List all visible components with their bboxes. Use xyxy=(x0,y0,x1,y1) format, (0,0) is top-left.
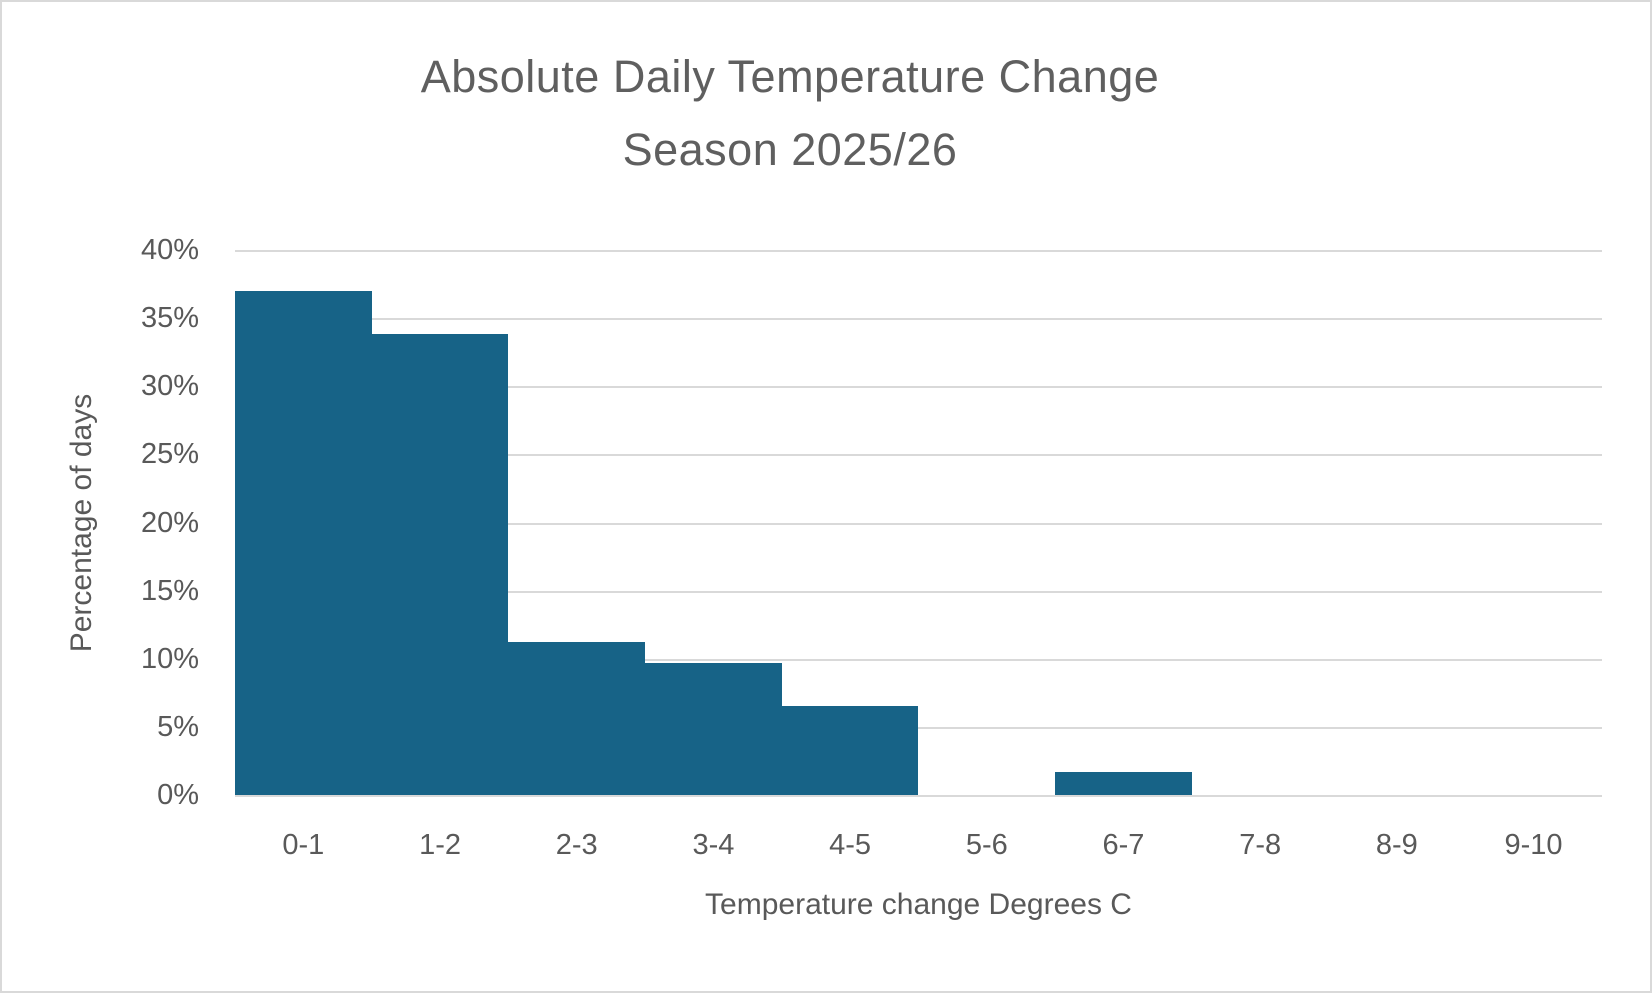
x-tick-label: 1-2 xyxy=(419,829,461,861)
bar-slot xyxy=(1465,250,1602,795)
bar xyxy=(235,290,372,795)
gridline xyxy=(235,591,1602,593)
bar-slot xyxy=(235,250,372,795)
bar xyxy=(508,642,646,795)
chart-subtitle: Season 2025/26 xyxy=(622,124,958,175)
y-tick-label: 10% xyxy=(140,643,199,675)
gridline xyxy=(235,386,1602,388)
bar xyxy=(645,662,782,795)
bar-slot xyxy=(645,250,782,795)
gridline xyxy=(235,454,1602,456)
bar-slot xyxy=(781,250,919,795)
y-tick-label: 30% xyxy=(140,370,199,402)
chart-title: Absolute Daily Temperature Change xyxy=(420,51,1160,102)
bar xyxy=(1055,771,1192,795)
bar xyxy=(781,706,919,795)
x-tick-label: 4-5 xyxy=(829,829,872,861)
x-tick-label: 8-9 xyxy=(1375,829,1418,861)
bar-slot xyxy=(508,250,646,795)
x-tick-label: 7-8 xyxy=(1239,829,1282,861)
y-tick-label: 35% xyxy=(140,302,199,334)
x-tick-label: 5-6 xyxy=(965,829,1008,861)
x-axis-title: Temperature change Degrees C xyxy=(705,888,1132,921)
y-tick-label: 20% xyxy=(140,507,199,539)
y-tick-label: 25% xyxy=(140,438,199,470)
y-tick-label: 40% xyxy=(140,234,199,266)
bar xyxy=(371,334,509,795)
y-tick-label: 5% xyxy=(157,711,199,743)
plot-area xyxy=(235,250,1602,797)
gridline xyxy=(235,659,1602,661)
x-tick-label: 9-10 xyxy=(1504,829,1563,861)
bar-slot xyxy=(1192,250,1329,795)
y-tick-label: 15% xyxy=(140,575,199,607)
bar-slot xyxy=(1055,250,1192,795)
gridline xyxy=(235,250,1602,252)
x-tick-label: 6-7 xyxy=(1102,829,1145,861)
bar-slot xyxy=(1329,250,1466,795)
x-tick-label: 0-1 xyxy=(282,829,325,861)
gridline xyxy=(235,523,1602,525)
x-tick-label: 3-4 xyxy=(692,829,735,861)
gridline xyxy=(235,318,1602,320)
bar-slot xyxy=(371,250,509,795)
y-axis-ticks: 40% 35% 30% 25% 20% 15% 10% 5% 0% xyxy=(42,234,199,811)
gridline xyxy=(235,727,1602,729)
x-tick-label: 2-3 xyxy=(555,829,598,861)
y-tick-label: 0% xyxy=(157,779,199,811)
bar-slot xyxy=(918,250,1055,795)
bars-container xyxy=(235,250,1602,795)
x-axis-ticks: 0-1 1-2 2-3 3-4 4-5 5-6 6-7 7-8 8-9 9-10 xyxy=(235,828,1602,862)
chart-title-block: Absolute Daily Temperature Change Season… xyxy=(2,40,1578,186)
